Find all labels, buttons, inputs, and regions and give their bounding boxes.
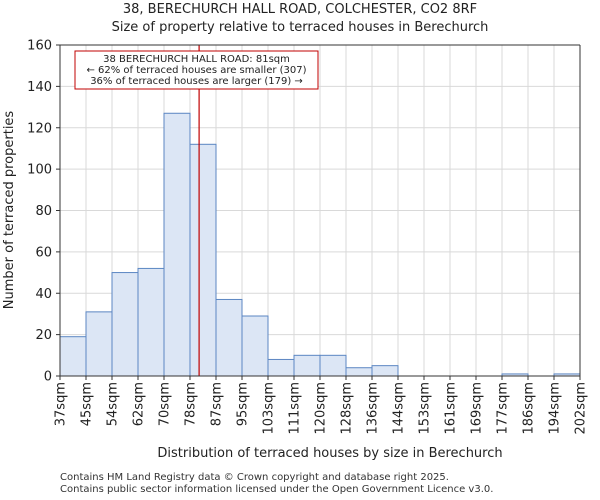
y-tick-160: 160 (27, 39, 52, 54)
annotation-line-2: ← 62% of terraced houses are smaller (30… (86, 65, 306, 76)
bar-78sqm (189, 143, 217, 377)
x-tick-45sqm: 45sqm (80, 382, 95, 426)
footer-licence: Contains public sector information licen… (60, 484, 494, 495)
x-tick-111sqm: 111sqm (288, 382, 303, 435)
x-tick-103sqm: 103sqm (262, 382, 277, 435)
x-tick-95sqm: 95sqm (236, 382, 251, 426)
x-tick-153sqm: 153sqm (418, 382, 433, 435)
bar-120sqm (319, 354, 347, 377)
x-tick-120sqm: 120sqm (314, 382, 329, 435)
y-tick-40: 40 (35, 287, 52, 302)
x-tick-136sqm: 136sqm (366, 382, 381, 435)
x-tick-144sqm: 144sqm (392, 382, 407, 435)
x-tick-87sqm: 87sqm (210, 382, 225, 426)
annotation-line-1: 38 BERECHURCH HALL ROAD: 81sqm (103, 54, 290, 65)
bar-95sqm (241, 315, 269, 377)
bar-70sqm (163, 112, 191, 377)
bar-45sqm (85, 311, 113, 377)
x-tick-128sqm: 128sqm (340, 382, 355, 435)
chart-title: 38, BERECHURCH HALL ROAD, COLCHESTER, CO… (123, 2, 477, 17)
bars (59, 112, 581, 377)
x-tick-169sqm: 169sqm (470, 382, 485, 435)
chart-subtitle: Size of property relative to terraced ho… (112, 20, 489, 35)
x-tick-labels: 37sqm 45sqm 54sqm 62sqm 70sqm 78sqm 87sqm 95sqm… (54, 376, 589, 435)
bar-62sqm (137, 267, 165, 377)
x-tick-62sqm: 62sqm (132, 382, 147, 426)
axes (59, 44, 581, 377)
y-tick-80: 80 (35, 204, 52, 219)
x-tick-54sqm: 54sqm (106, 382, 121, 426)
x-tick-186sqm: 186sqm (522, 382, 537, 435)
y-tick-100: 100 (27, 163, 52, 178)
footer-copyright: Contains HM Land Registry data © Crown c… (60, 472, 449, 483)
y-axis-label: Number of terraced properties (2, 111, 17, 310)
y-tick-labels: 0 20 40 60 80 100 120 140 160 (27, 39, 60, 385)
y-tick-20: 20 (35, 328, 52, 343)
bar-37sqm (59, 336, 87, 377)
bar-111sqm (293, 354, 321, 377)
y-tick-140: 140 (27, 80, 52, 95)
annotation-line-3: 36% of terraced houses are larger (179) … (90, 76, 303, 87)
bar-136sqm (371, 365, 399, 377)
x-tick-70sqm: 70sqm (158, 382, 173, 426)
bar-103sqm (267, 358, 295, 377)
x-tick-194sqm: 194sqm (548, 382, 563, 435)
bar-128sqm (345, 367, 373, 377)
x-tick-161sqm: 161sqm (444, 382, 459, 435)
bar-87sqm (215, 298, 243, 377)
y-tick-120: 120 (27, 121, 52, 136)
y-tick-60: 60 (35, 245, 52, 260)
annotation-frame (74, 50, 319, 90)
x-tick-177sqm: 177sqm (496, 382, 511, 435)
x-tick-202sqm: 202sqm (574, 382, 589, 435)
x-tick-78sqm: 78sqm (184, 382, 199, 426)
y-tick-0: 0 (44, 370, 52, 385)
x-axis-label: Distribution of terraced houses by size … (157, 446, 502, 461)
x-tick-37sqm: 37sqm (54, 382, 69, 426)
bar-54sqm (111, 272, 139, 377)
annotation-box: 38 BERECHURCH HALL ROAD: 81sqm ← 62% of … (74, 50, 319, 90)
